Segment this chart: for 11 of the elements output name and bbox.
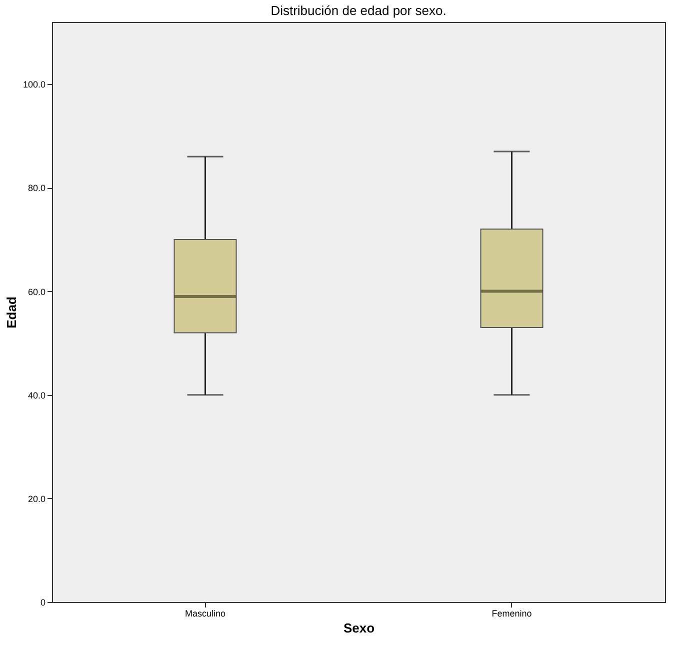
y-tick-label: 0: [40, 598, 46, 608]
y-tick-label: 100.0: [22, 80, 46, 90]
x-tick-label: Masculino: [184, 608, 226, 618]
y-tick-label: 20.0: [28, 494, 46, 504]
x-tick-label: Femenino: [492, 608, 532, 618]
y-axis-title: Edad: [4, 296, 19, 328]
x-axis-title: Sexo: [343, 620, 375, 636]
y-tick-label: 60.0: [28, 286, 46, 297]
y-tick-label: 40.0: [28, 390, 46, 400]
y-tick-label: 80.0: [28, 183, 46, 194]
chart-title: Distribución de edad por sexo.: [270, 3, 446, 18]
